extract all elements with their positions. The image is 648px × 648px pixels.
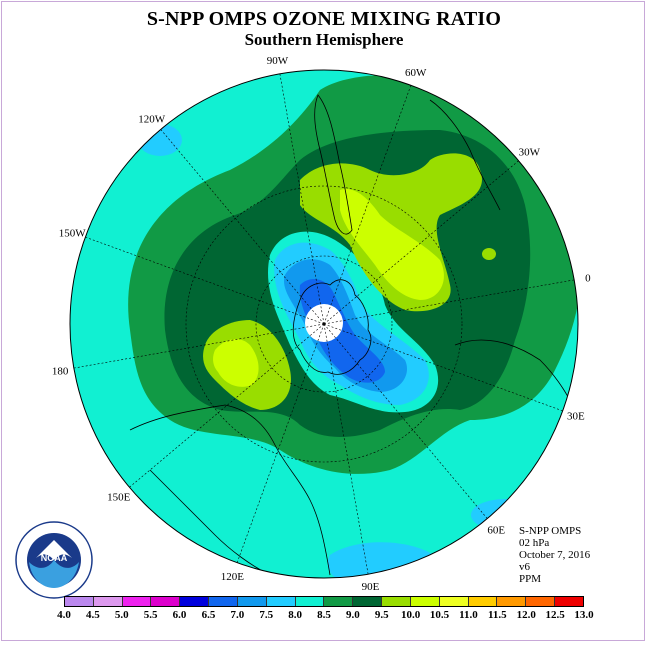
antarctica-coast xyxy=(292,279,372,375)
lat-circle-30s xyxy=(185,185,463,463)
longitude-label: 180 xyxy=(52,366,69,378)
page-subtitle: Southern Hemisphere xyxy=(244,30,404,49)
level-10-0-core-east xyxy=(340,189,444,300)
colorbar-swatch xyxy=(497,597,527,606)
colorbar-tick-label: 6.0 xyxy=(172,609,187,621)
colorbar-swatch xyxy=(555,597,583,606)
level-10-0-core-west xyxy=(213,338,259,387)
colorbar-tick-label: 4.5 xyxy=(86,609,100,621)
colorbar-tick-label: 7.5 xyxy=(259,609,274,621)
info-units: PPM xyxy=(519,573,542,585)
colorbar-tick-label: 12.5 xyxy=(545,609,565,621)
colorbar-tick-label: 11.0 xyxy=(459,609,478,621)
colorbar-swatch xyxy=(526,597,556,606)
colorbar xyxy=(64,596,584,607)
colorbar-tick-label: 6.5 xyxy=(201,609,216,621)
longitude-label: 120W xyxy=(138,114,166,126)
longitude-label: 90W xyxy=(267,55,289,67)
colorbar-tick-label: 9.0 xyxy=(346,609,360,621)
noaa-logo-icon: NOAA xyxy=(15,521,93,599)
colorbar-swatch xyxy=(468,597,498,606)
longitude-label: 30W xyxy=(519,147,541,159)
colorbar-tick-label: 8.0 xyxy=(288,609,302,621)
blue-patch-120w xyxy=(138,124,182,156)
colorbar-tick-label: 10.5 xyxy=(429,609,450,621)
info-block: S-NPP OMPS 02 hPa October 7, 2016 v6 PPM xyxy=(519,525,590,585)
longitude-label: 60E xyxy=(487,524,505,536)
colorbar-swatch xyxy=(382,597,411,606)
ozone-field xyxy=(70,70,578,578)
colorbar-swatch xyxy=(180,597,210,606)
colorbar-tick-label: 13.0 xyxy=(574,609,594,621)
colorbar-tick-label: 5.0 xyxy=(114,609,129,621)
longitude-label: 90E xyxy=(362,581,380,593)
colorbar-swatch xyxy=(266,597,296,606)
colorbar-tick-label: 4.0 xyxy=(57,609,71,621)
logo-text: NOAA xyxy=(41,553,68,563)
colorbar-swatch xyxy=(122,597,152,606)
colorbar-swatch xyxy=(65,597,94,606)
longitude-label: 150E xyxy=(107,491,131,503)
longitude-label: 0 xyxy=(585,272,591,284)
colorbar-tick-label: 10.0 xyxy=(401,609,421,621)
colorbar-tick-label: 9.5 xyxy=(374,609,389,621)
colorbar-ticks: 4.0 4.5 5.0 5.5 6.0 6.5 7.0 7.5 8.0 8.5 9.0 9.5 10.0… xyxy=(57,609,594,623)
graticule xyxy=(73,73,575,575)
south-america-coast xyxy=(314,94,353,235)
colorbar-tick-label: 12.0 xyxy=(516,609,536,621)
longitude-label: 150W xyxy=(59,227,87,239)
colorbar-swatch xyxy=(353,597,383,606)
colorbar-swatch xyxy=(295,597,325,606)
longitude-labels: 90W 60W 30W 0 30E 60E 90E 120E 150E 180 150W 120W xyxy=(52,55,591,593)
blue-patch-90e xyxy=(328,542,442,578)
colorbar-tick-label: 8.5 xyxy=(317,609,331,621)
islands-coast xyxy=(149,469,271,576)
colorbar-swatch xyxy=(151,597,181,606)
info-product: S-NPP OMPS xyxy=(519,525,582,537)
colorbar-swatch xyxy=(324,597,354,606)
colorbar-swatch xyxy=(410,597,440,606)
info-level: 02 hPa xyxy=(519,537,550,549)
africa-west-coast xyxy=(429,99,501,211)
australia-coast xyxy=(129,404,331,576)
longitude-label: 120E xyxy=(221,571,245,583)
colorbar-swatch xyxy=(93,597,123,606)
colorbar-swatch xyxy=(209,597,238,606)
page-title: S-NPP OMPS OZONE MIXING RATIO xyxy=(146,8,502,30)
longitude-label: 30E xyxy=(567,411,585,423)
colorbar-swatch xyxy=(439,597,469,606)
colorbar-tick-label: 5.5 xyxy=(143,609,158,621)
level-9-5-dot xyxy=(482,248,496,260)
colorbar-tick-label: 11.5 xyxy=(488,609,507,621)
map-boundary xyxy=(69,69,579,579)
colorbar-tick-label: 7.0 xyxy=(230,609,245,621)
longitude-label: 60W xyxy=(405,67,427,79)
colorbar-swatch xyxy=(237,597,267,606)
lat-circle-60s xyxy=(255,255,393,393)
info-version: v6 xyxy=(519,561,530,573)
info-date: October 7, 2016 xyxy=(519,549,591,561)
